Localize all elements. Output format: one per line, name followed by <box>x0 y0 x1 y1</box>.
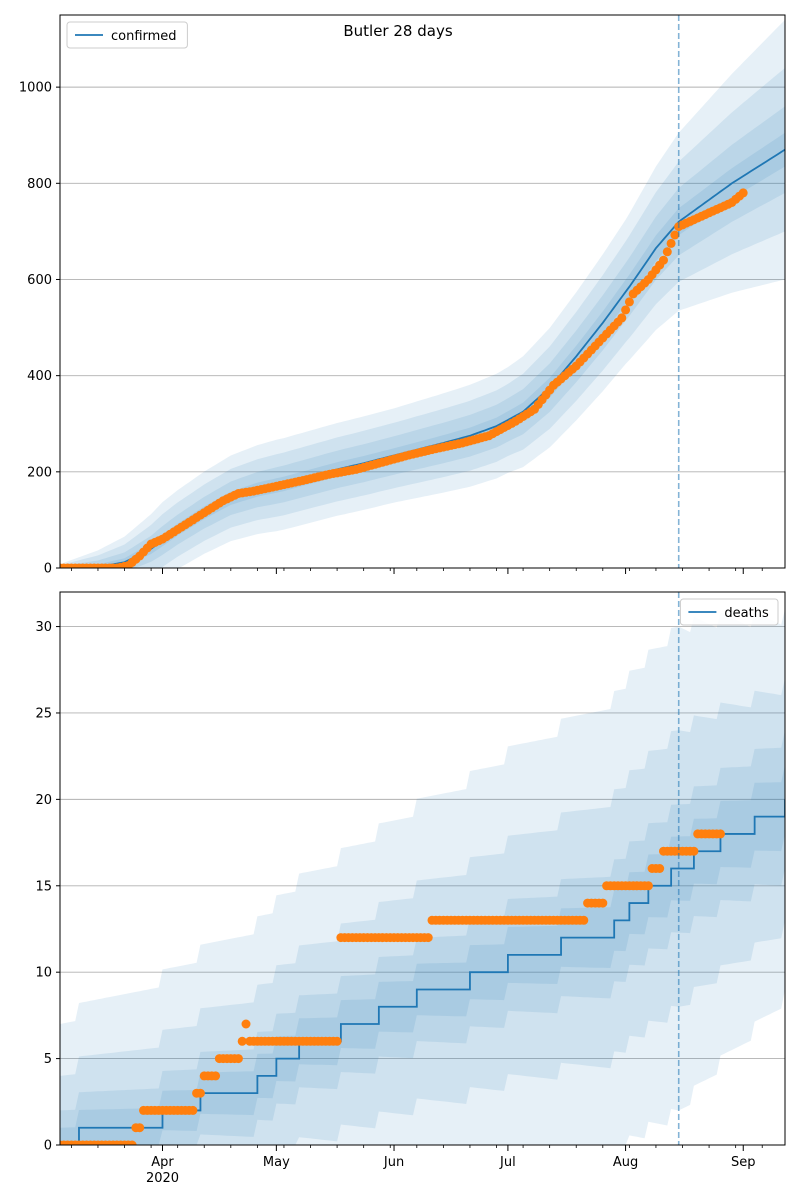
y-tick-label: 0 <box>44 1139 52 1154</box>
observed-point <box>237 1036 247 1046</box>
x-tick-label: Sep <box>731 1155 756 1170</box>
y-tick-label: 20 <box>35 793 52 808</box>
legend: deaths <box>679 598 779 626</box>
chart-title: Butler 28 days <box>343 22 452 40</box>
observed-point <box>666 238 676 248</box>
confirmed-panel: 0 200 400 600 800 1000 confirmed <box>19 14 786 577</box>
observed-point <box>689 846 699 856</box>
x-tick-label: May <box>263 1155 290 1170</box>
legend: confirmed <box>66 21 188 49</box>
observed-point <box>670 230 680 240</box>
y-tick-label: 15 <box>35 879 52 894</box>
y-tick-label: 800 <box>27 177 52 192</box>
y-tick-label: 1000 <box>19 81 52 96</box>
x-tick-label: Aug <box>613 1155 638 1170</box>
observed-point <box>188 1105 198 1115</box>
axes-frame <box>59 591 786 1146</box>
x-year-label: 2020 <box>146 1171 179 1186</box>
y-tick-label: 30 <box>35 620 52 635</box>
observed-point <box>716 829 725 839</box>
observed-point <box>332 1036 342 1046</box>
observed-point <box>135 1123 145 1133</box>
observed-point <box>621 305 631 315</box>
plot-area <box>60 19 785 568</box>
x-tick-label: Jul <box>499 1155 516 1170</box>
y-tick-label: 0 <box>44 562 52 577</box>
legend-box <box>66 21 188 49</box>
observed-point <box>662 247 672 257</box>
observed-point <box>659 255 668 265</box>
legend-box <box>679 598 779 626</box>
y-tick-label: 400 <box>27 369 52 384</box>
uncertainty-band <box>60 19 785 568</box>
observed-point <box>195 1088 205 1098</box>
y-tick-label: 200 <box>27 465 52 480</box>
observed-point <box>423 933 433 943</box>
uncertainty-band <box>60 678 785 1145</box>
uncertainty-band <box>60 67 785 568</box>
uncertainty-band <box>60 609 785 1145</box>
observed-point <box>127 1140 137 1145</box>
observed-point <box>579 915 589 925</box>
observed-point <box>738 188 748 198</box>
y-tick-label: 25 <box>35 706 52 721</box>
model-line <box>60 799 785 1145</box>
y-tick-label: 600 <box>27 273 52 288</box>
observed-point <box>617 313 627 323</box>
axes-frame <box>59 14 786 569</box>
observed-point <box>624 297 634 307</box>
plot-area <box>60 609 785 1145</box>
observed-point <box>655 864 665 873</box>
y-tick-label: 10 <box>35 966 52 981</box>
observed-point <box>598 898 608 908</box>
legend-label: confirmed <box>111 29 177 44</box>
deaths-panel: 0 5 10 15 20 25 30 Apr May Jun Jul Aug Sep 2020 deaths <box>35 591 786 1186</box>
observed-point <box>211 1071 221 1081</box>
x-tick-label: Jun <box>383 1155 404 1170</box>
y-tick-label: 5 <box>44 1052 52 1067</box>
observed-point <box>643 881 653 891</box>
x-tick-label: Apr <box>151 1155 174 1170</box>
observed-point <box>241 1019 251 1029</box>
observed-point <box>233 1054 243 1064</box>
legend-label: deaths <box>724 606 769 621</box>
